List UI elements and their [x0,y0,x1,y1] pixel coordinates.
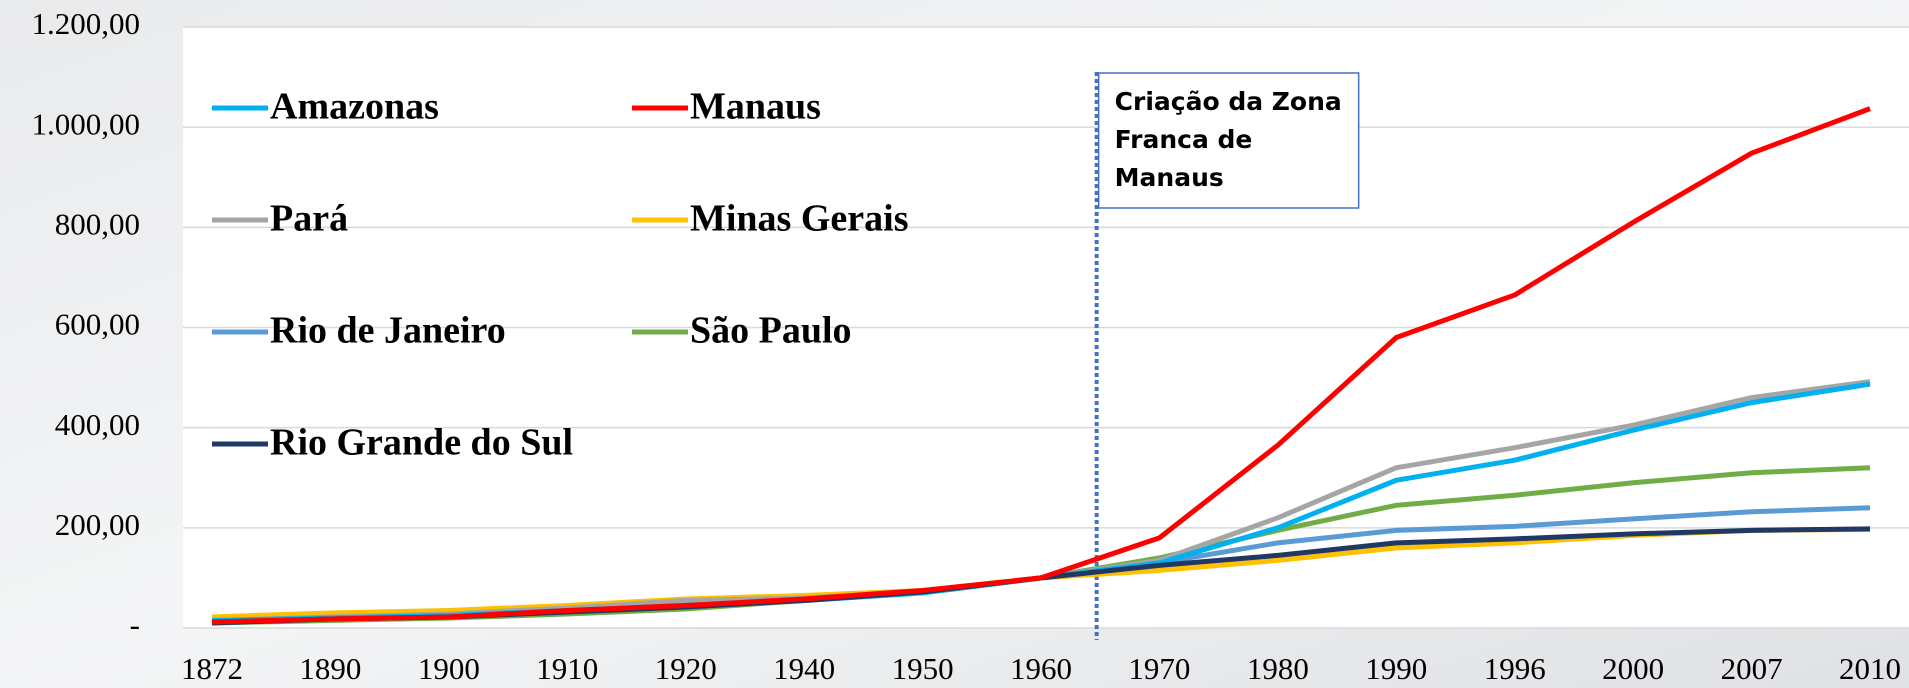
y-tick-label: - [130,607,140,642]
annotation-text: Franca de [1115,125,1253,154]
y-tick-label: 1.000,00 [32,106,141,141]
annotation-text: Manaus [1115,163,1224,192]
y-tick-label: 1.200,00 [32,6,141,41]
x-tick-label: 1960 [1010,651,1072,686]
x-tick-label: 1970 [1128,651,1190,686]
legend-label: Pará [270,198,348,240]
x-tick-label: 2000 [1602,651,1664,686]
annotation-text: Criação da Zona [1115,87,1342,116]
y-tick-label: 800,00 [55,206,140,241]
legend-label: Manaus [690,86,821,128]
x-tick-label: 1920 [655,651,717,686]
y-tick-label: 600,00 [55,307,140,342]
x-tick-label: 1900 [418,651,480,686]
x-tick-label: 2007 [1721,651,1783,686]
annotation-box [1097,72,1360,209]
legend-label: Minas Gerais [690,198,908,240]
x-tick-label: 1996 [1484,651,1546,686]
x-tick-label: 2010 [1839,651,1901,686]
y-tick-label: 400,00 [55,407,140,442]
x-tick-label: 1990 [1365,651,1427,686]
legend-label: São Paulo [690,310,852,352]
x-tick-label: 1980 [1247,651,1309,686]
x-tick-label: 1950 [892,651,954,686]
x-tick-label: 1940 [773,651,835,686]
x-tick-label: 1872 [181,651,243,686]
legend-label: Rio Grande do Sul [270,422,573,464]
y-tick-label: 200,00 [55,507,140,542]
series-line [211,106,1871,625]
legend-label: Amazonas [270,86,439,128]
x-tick-label: 1890 [299,651,361,686]
x-tick-label: 1910 [536,651,598,686]
legend-label: Rio de Janeiro [270,310,506,352]
